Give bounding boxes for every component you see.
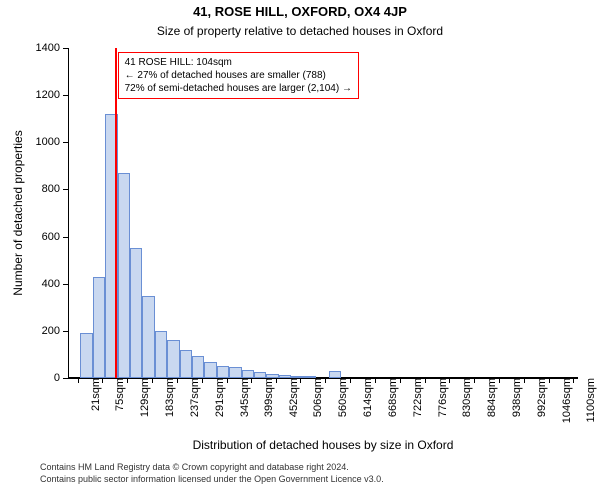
y-tick-label: 800 bbox=[42, 183, 68, 195]
y-tick-label: 1000 bbox=[36, 136, 68, 148]
x-tick bbox=[127, 378, 128, 383]
x-axis-label: Distribution of detached houses by size … bbox=[193, 438, 454, 452]
x-tick-label: 722sqm bbox=[404, 378, 424, 417]
x-tick bbox=[102, 378, 103, 383]
annotation-box: 41 ROSE HILL: 104sqm← 27% of detached ho… bbox=[118, 52, 359, 99]
histogram-bar bbox=[329, 371, 341, 378]
footer-line: Contains public sector information licen… bbox=[40, 474, 384, 486]
x-tick bbox=[177, 378, 178, 383]
histogram-bar bbox=[304, 376, 316, 378]
y-tick-label: 200 bbox=[42, 325, 68, 337]
x-tick-label: 668sqm bbox=[379, 378, 399, 417]
histogram-bar bbox=[93, 277, 105, 378]
histogram-bar bbox=[180, 350, 192, 378]
y-tick-label: 400 bbox=[42, 278, 68, 290]
footer-attribution: Contains HM Land Registry data © Crown c… bbox=[40, 462, 384, 485]
chart-subtitle: Size of property relative to detached ho… bbox=[0, 24, 600, 38]
plot-area: 020040060080010001200140021sqm75sqm129sq… bbox=[68, 48, 578, 379]
chart-title: 41, ROSE HILL, OXFORD, OX4 4JP bbox=[0, 4, 600, 19]
x-tick bbox=[524, 378, 525, 383]
x-tick bbox=[300, 378, 301, 383]
x-tick-label: 506sqm bbox=[304, 378, 324, 417]
histogram-bar bbox=[155, 331, 167, 378]
x-tick-label: 291sqm bbox=[206, 378, 226, 417]
x-tick-label: 183sqm bbox=[156, 378, 176, 417]
annotation-line: ← 27% of detached houses are smaller (78… bbox=[125, 69, 352, 82]
x-tick-label: 1046sqm bbox=[553, 378, 573, 423]
x-tick bbox=[425, 378, 426, 383]
x-tick bbox=[325, 378, 326, 383]
x-tick-label: 614sqm bbox=[354, 378, 374, 417]
y-tick-label: 1400 bbox=[36, 42, 68, 54]
histogram-bar bbox=[204, 362, 216, 379]
y-axis-label: Number of detached properties bbox=[11, 130, 25, 295]
x-tick bbox=[276, 378, 277, 383]
x-tick bbox=[202, 378, 203, 383]
chart-container: { "chart": { "type": "histogram", "title… bbox=[0, 0, 600, 500]
x-tick bbox=[78, 378, 79, 383]
annotation-line: 72% of semi-detached houses are larger (… bbox=[125, 82, 352, 95]
histogram-bar bbox=[80, 333, 92, 378]
x-tick-label: 560sqm bbox=[329, 378, 349, 417]
x-tick-label: 75sqm bbox=[106, 378, 126, 411]
histogram-bar bbox=[242, 370, 254, 378]
x-tick-label: 237sqm bbox=[181, 378, 201, 417]
y-tick-label: 0 bbox=[54, 372, 68, 384]
x-tick-label: 21sqm bbox=[82, 378, 102, 411]
x-tick-label: 884sqm bbox=[478, 378, 498, 417]
y-tick-label: 1200 bbox=[36, 89, 68, 101]
y-tick-label: 600 bbox=[42, 231, 68, 243]
x-tick-label: 830sqm bbox=[453, 378, 473, 417]
x-tick bbox=[499, 378, 500, 383]
x-tick-label: 992sqm bbox=[528, 378, 548, 417]
reference-line bbox=[115, 48, 117, 378]
histogram-bar bbox=[167, 340, 179, 378]
x-tick bbox=[350, 378, 351, 383]
x-tick bbox=[251, 378, 252, 383]
histogram-bar bbox=[229, 367, 241, 378]
x-tick bbox=[375, 378, 376, 383]
histogram-bar bbox=[279, 375, 291, 378]
histogram-bar bbox=[130, 248, 142, 378]
x-tick bbox=[549, 378, 550, 383]
histogram-bar bbox=[266, 374, 278, 378]
histogram-bar bbox=[217, 366, 229, 378]
x-tick bbox=[227, 378, 228, 383]
x-tick-label: 1100sqm bbox=[577, 378, 597, 422]
x-tick-label: 129sqm bbox=[131, 378, 151, 417]
footer-line: Contains HM Land Registry data © Crown c… bbox=[40, 462, 384, 474]
y-axis bbox=[68, 48, 69, 378]
annotation-line: 41 ROSE HILL: 104sqm bbox=[125, 56, 352, 69]
x-tick bbox=[449, 378, 450, 383]
x-tick-label: 399sqm bbox=[255, 378, 275, 417]
x-tick-label: 938sqm bbox=[503, 378, 523, 417]
histogram-bar bbox=[142, 296, 154, 379]
x-tick-label: 452sqm bbox=[280, 378, 300, 417]
x-tick bbox=[474, 378, 475, 383]
histogram-bar bbox=[118, 173, 130, 378]
x-tick bbox=[152, 378, 153, 383]
histogram-bar bbox=[192, 356, 204, 378]
x-tick-label: 345sqm bbox=[231, 378, 251, 417]
histogram-bar bbox=[254, 372, 266, 378]
x-tick bbox=[573, 378, 574, 383]
x-tick-label: 776sqm bbox=[429, 378, 449, 417]
x-tick bbox=[400, 378, 401, 383]
histogram-bar bbox=[291, 376, 303, 378]
